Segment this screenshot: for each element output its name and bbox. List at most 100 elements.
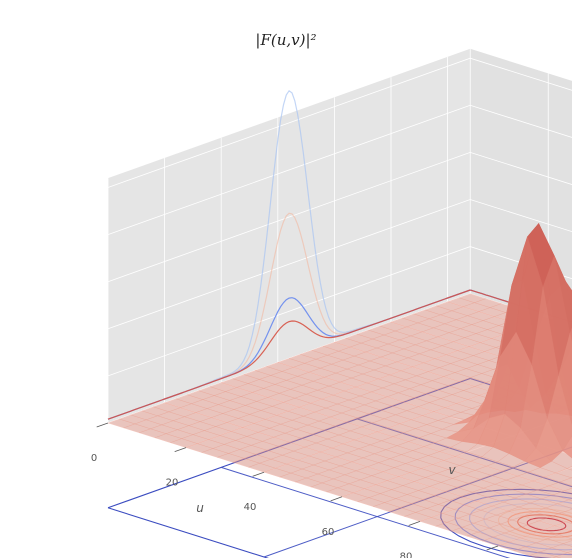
surface-cell	[407, 353, 436, 364]
floor-contour	[497, 507, 572, 541]
surface-cell	[315, 438, 344, 449]
surface-cell	[227, 449, 257, 459]
surface-cell	[265, 362, 295, 372]
surface-cell	[431, 376, 460, 386]
surface-cell	[534, 507, 563, 518]
surface-cell	[471, 320, 500, 330]
surface-cell	[501, 466, 530, 477]
surface-cell	[288, 354, 317, 364]
surface-cell	[263, 384, 292, 394]
surface-cell	[291, 415, 320, 426]
surface-cell	[457, 346, 486, 356]
surface-cell	[278, 389, 307, 399]
surface-cell	[555, 552, 572, 558]
surface-cell	[447, 465, 476, 475]
surface-cell	[394, 410, 424, 420]
surface-cell	[314, 407, 343, 418]
surface-cell	[367, 325, 396, 336]
surface-cell	[251, 388, 280, 398]
surface-cell	[332, 474, 362, 485]
surface-cell	[451, 390, 480, 400]
surface-cell	[390, 485, 420, 495]
surface-cell	[197, 386, 227, 396]
surface-cell	[172, 416, 201, 426]
surface-cell	[437, 500, 466, 510]
surface-cell	[254, 449, 284, 460]
surface-cell	[338, 346, 367, 357]
x-tick-mark	[330, 496, 343, 502]
surface-cell	[569, 327, 572, 344]
surface-cell	[491, 501, 520, 512]
surface-cell	[412, 309, 442, 320]
surface-cell	[536, 485, 566, 496]
surface-cell	[298, 402, 327, 413]
surface-cell	[495, 510, 525, 521]
grid-line	[107, 57, 572, 188]
surface-cell	[473, 518, 502, 529]
surface-cell	[316, 385, 346, 396]
grid-line	[107, 246, 572, 377]
surface-cell	[485, 461, 514, 472]
surface-cell	[464, 333, 493, 343]
grid-line	[107, 151, 572, 283]
surface-cell	[258, 375, 288, 385]
surface-cell	[450, 526, 479, 537]
floor-frame-line	[107, 377, 471, 509]
surface-cell	[539, 547, 569, 557]
surface-cell	[250, 441, 279, 451]
surface-cell	[138, 428, 167, 439]
surface-cell	[295, 424, 325, 435]
surface-cell	[335, 452, 364, 463]
surface-cell	[437, 332, 466, 342]
surface-cell	[200, 448, 230, 458]
surface-cell	[468, 509, 498, 520]
surface-cell	[399, 503, 428, 513]
surface-cell	[546, 534, 572, 544]
surface-cell	[263, 467, 292, 478]
surface-cell	[548, 481, 572, 492]
surface-cell	[392, 432, 421, 442]
grid-line	[107, 422, 538, 558]
surface-cell	[299, 350, 329, 360]
surface-cell	[522, 511, 551, 522]
surface-cell	[344, 470, 373, 481]
surface-cell	[188, 421, 217, 431]
x-axis-label: u	[196, 501, 204, 515]
surface-cell	[504, 528, 533, 539]
surface-cell	[431, 460, 461, 470]
surface-cell	[271, 402, 300, 412]
surface-cell	[222, 409, 251, 419]
surface-cell	[305, 473, 335, 484]
surface-cell	[122, 423, 152, 434]
surface-cell	[467, 478, 496, 489]
surface-cell	[293, 446, 322, 457]
surface-cell	[337, 483, 366, 494]
surface-cell	[428, 398, 458, 408]
surface-cell	[355, 466, 384, 476]
surface-cell	[181, 434, 210, 444]
surface-cell	[451, 306, 480, 316]
surface-cell	[364, 347, 394, 358]
surface-cell	[386, 476, 415, 486]
surface-cell	[270, 371, 299, 381]
surface-cell	[231, 374, 261, 384]
surface-cell	[389, 370, 418, 381]
surface-cell	[451, 474, 481, 484]
surface-cell	[288, 437, 317, 448]
grid-line	[419, 466, 572, 522]
surface-cell	[403, 428, 432, 438]
grid-line	[185, 317, 549, 448]
surface-cell	[275, 410, 305, 421]
x-tick-mark	[252, 471, 265, 477]
surface-cell	[107, 418, 136, 429]
surface-cell	[352, 488, 381, 498]
surface-cell	[403, 344, 432, 355]
surface-cell	[463, 470, 492, 480]
surface-cell	[405, 322, 435, 333]
surface-cell	[285, 459, 315, 470]
surface-cell	[369, 440, 398, 450]
surface-cell	[505, 475, 534, 486]
y-axis-label: v	[448, 463, 456, 477]
surface-cell	[512, 460, 541, 473]
surface-cell	[186, 390, 215, 400]
